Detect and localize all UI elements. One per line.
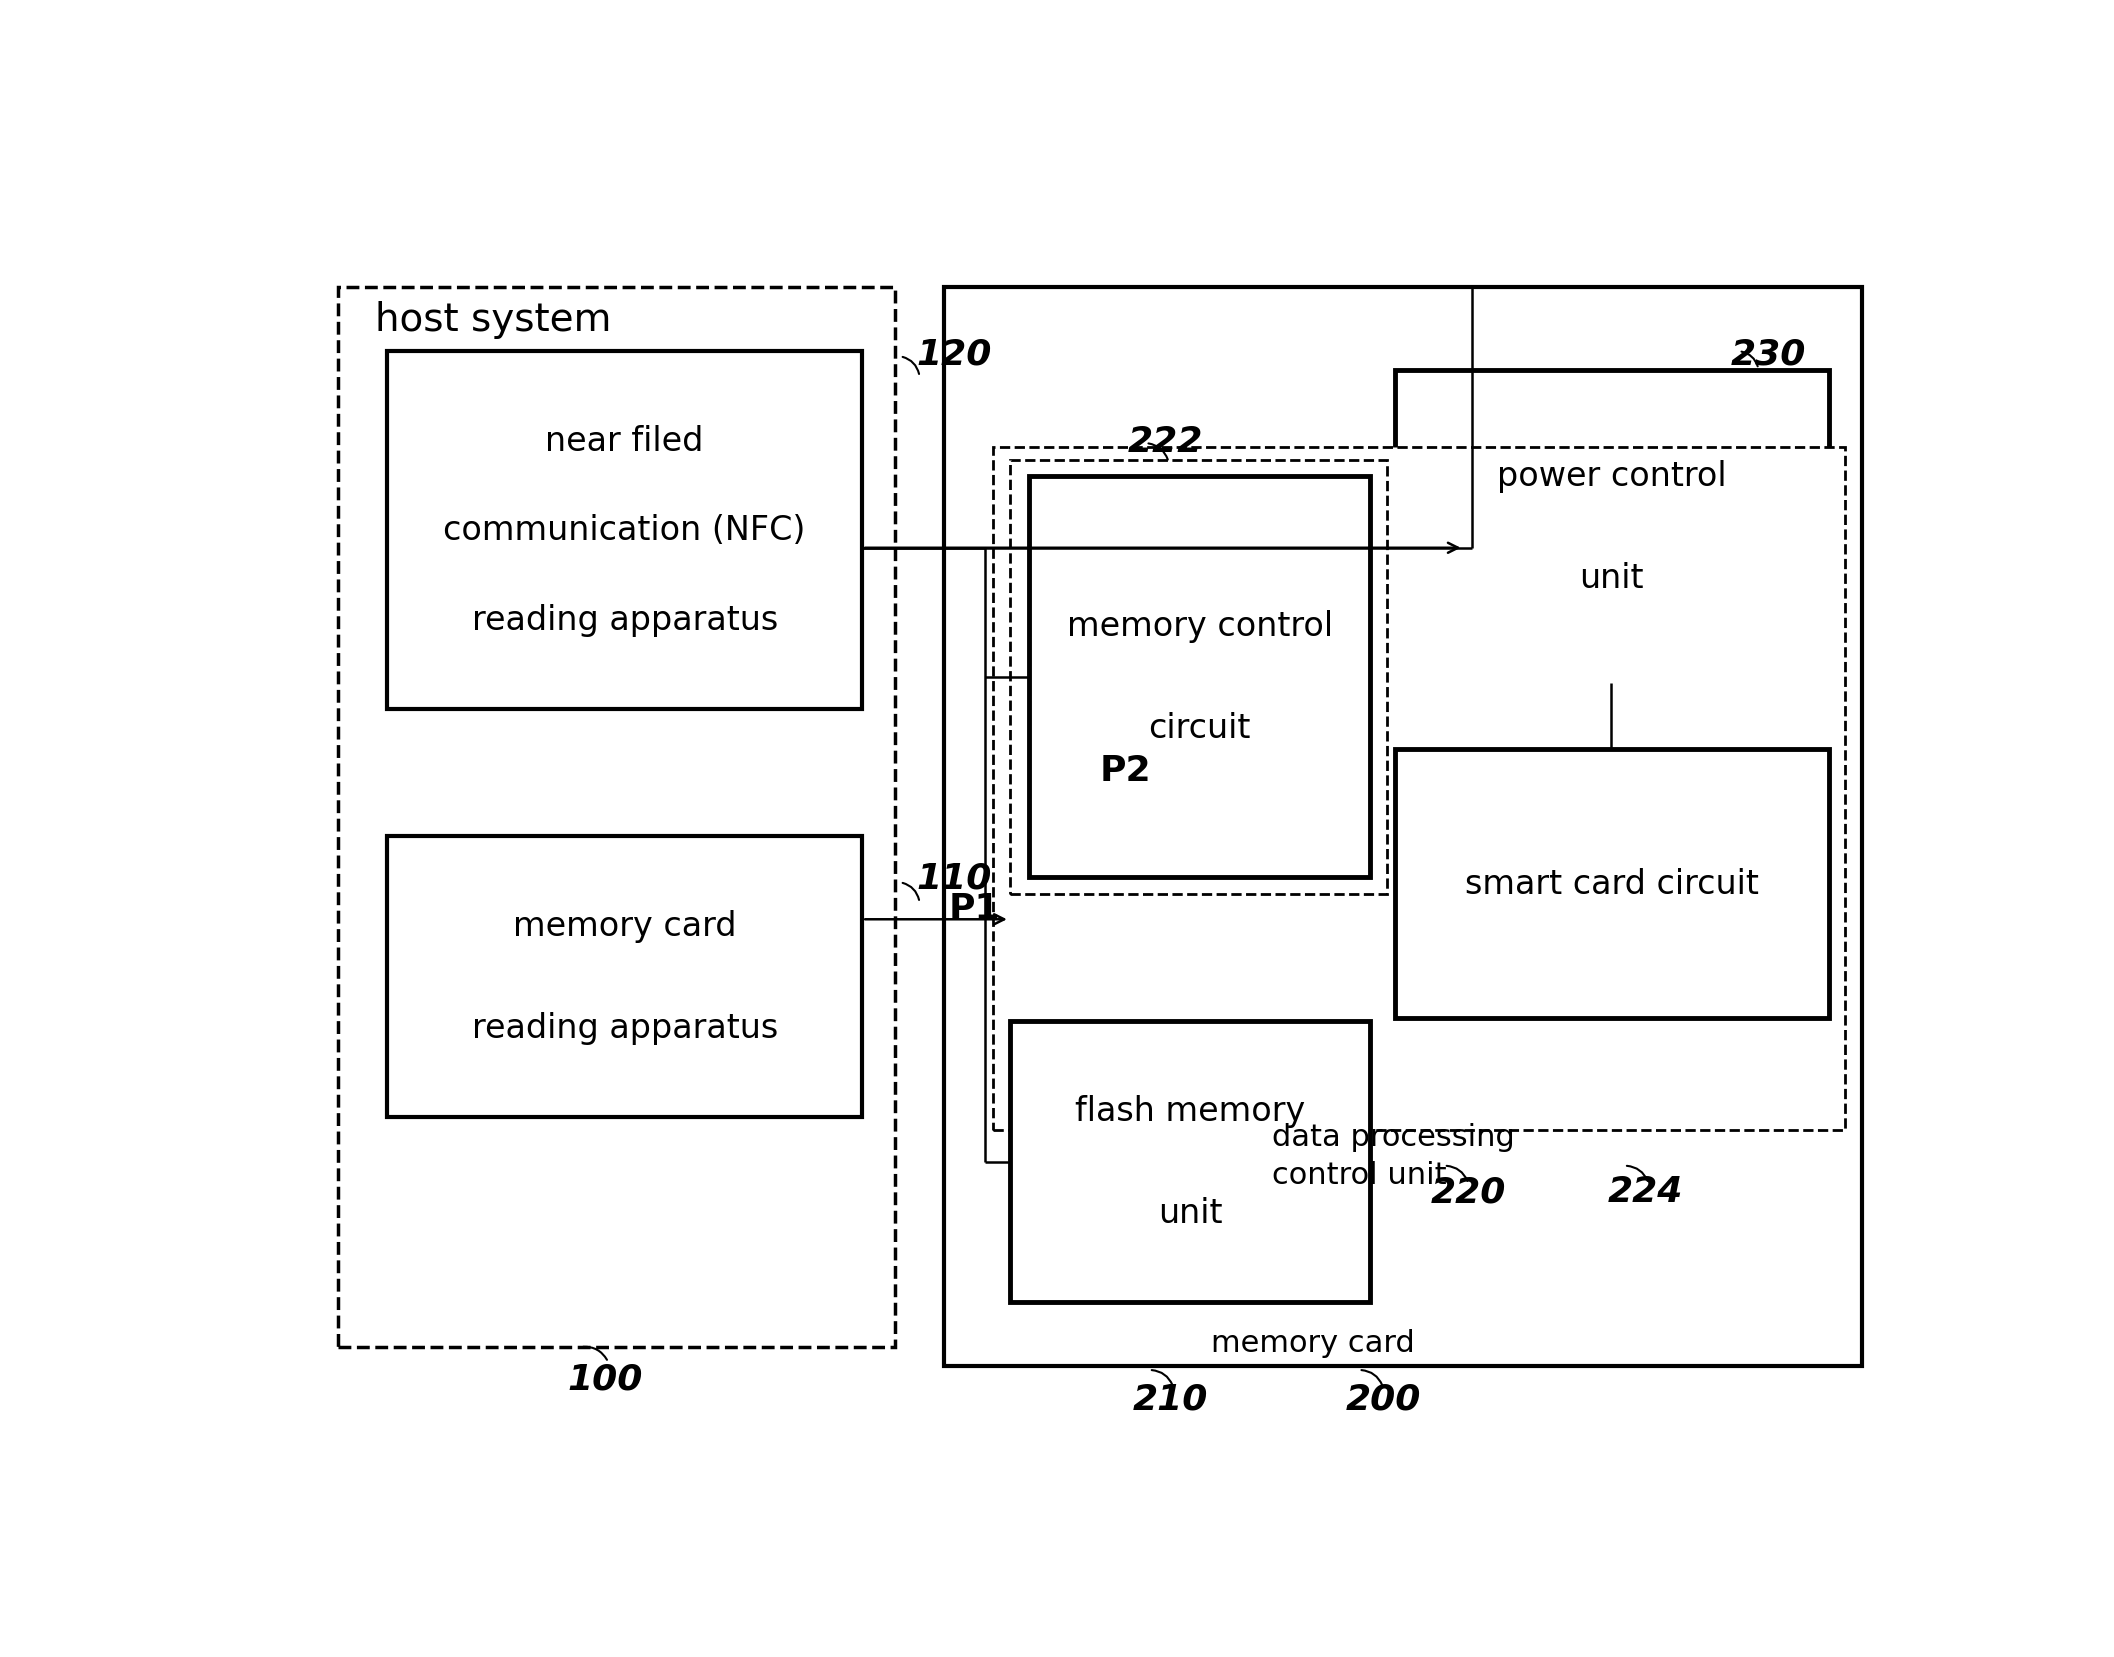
Text: memory control: memory control xyxy=(1068,610,1332,643)
Bar xyxy=(1010,461,1387,895)
Text: 100: 100 xyxy=(567,1362,643,1397)
Text: 200: 200 xyxy=(1347,1382,1421,1415)
Text: 222: 222 xyxy=(1127,424,1203,459)
Bar xyxy=(1030,477,1370,878)
Text: 110: 110 xyxy=(915,860,991,895)
Text: 220: 220 xyxy=(1431,1175,1505,1208)
Text: smart card circuit: smart card circuit xyxy=(1465,868,1759,900)
Bar xyxy=(387,837,863,1117)
Text: power control: power control xyxy=(1497,461,1727,492)
Text: reading apparatus: reading apparatus xyxy=(471,603,778,636)
Text: unit: unit xyxy=(1158,1196,1222,1229)
Text: flash memory: flash memory xyxy=(1074,1095,1304,1128)
Bar xyxy=(945,288,1862,1367)
Bar xyxy=(1395,371,1829,684)
Text: memory card: memory card xyxy=(1211,1329,1414,1357)
Text: host system: host system xyxy=(376,302,611,340)
Text: control unit: control unit xyxy=(1273,1160,1446,1190)
Text: communication (NFC): communication (NFC) xyxy=(444,514,805,547)
Bar xyxy=(1010,1022,1370,1302)
Text: near filed: near filed xyxy=(545,424,704,457)
Text: unit: unit xyxy=(1579,562,1645,595)
Bar xyxy=(1395,751,1829,1017)
Text: P1: P1 xyxy=(949,891,1000,925)
Text: 230: 230 xyxy=(1731,338,1805,371)
Text: reading apparatus: reading apparatus xyxy=(471,1012,778,1044)
Text: 224: 224 xyxy=(1609,1175,1683,1208)
Text: circuit: circuit xyxy=(1148,713,1251,746)
Text: 120: 120 xyxy=(915,338,991,371)
Text: 210: 210 xyxy=(1133,1382,1207,1415)
Text: P2: P2 xyxy=(1099,754,1152,787)
Bar xyxy=(338,288,894,1347)
Bar xyxy=(387,351,863,709)
Text: memory card: memory card xyxy=(514,910,736,943)
Text: data processing: data processing xyxy=(1273,1122,1514,1152)
Bar xyxy=(994,447,1846,1130)
